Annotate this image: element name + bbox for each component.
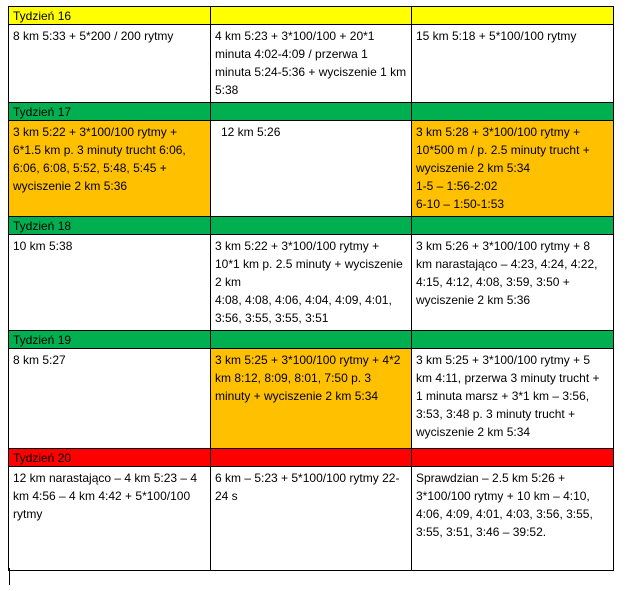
week-header-empty-cell[interactable] [210, 448, 412, 467]
week-header-empty-cell[interactable] [411, 102, 614, 121]
workout-row: 10 km 5:38 3 km 5:22 + 3*100/100 rytmy +… [8, 234, 614, 331]
workout-split-line: 6-10 – 1:50-1:53 [416, 197, 505, 211]
week-header-empty-cell[interactable] [411, 6, 614, 25]
workout-text: 15 km 5:18 + 5*100/100 rytmy [416, 29, 577, 43]
week-header-empty-cell[interactable] [411, 448, 614, 467]
workout-text: 3 km 5:22 + 3*100/100 rytmy + 10*1 km p.… [215, 239, 407, 289]
workout-text: 10 km 5:38 [13, 239, 73, 253]
week-header-row: Tydzień 17 [8, 102, 614, 121]
week-header-row: Tydzień 18 [8, 216, 614, 235]
workout-cell[interactable]: 3 km 5:22 + 3*100/100 rytmy + 10*1 km p.… [210, 234, 412, 331]
workout-cell[interactable]: 8 km 5:33 + 5*200 / 200 rytmy [8, 24, 211, 103]
workout-cell[interactable]: 10 km 5:38 [8, 234, 211, 331]
week-label[interactable]: Tydzień 19 [8, 330, 211, 349]
week-header-row: Tydzień 19 [8, 330, 614, 349]
workout-cell-highlighted[interactable]: 3 km 5:28 + 3*100/100 rytmy + 10*500 m /… [411, 120, 614, 217]
week-header-empty-cell[interactable] [210, 6, 412, 25]
workout-text: 8 km 5:33 + 5*200 / 200 rytmy [13, 29, 174, 43]
workout-text: 3 km 5:26 + 3*100/100 rytmy + 8 km naras… [416, 239, 601, 307]
workout-split-line: 1-5 – 1:56-2:02 [416, 179, 498, 193]
week-header-empty-cell[interactable] [210, 330, 412, 349]
workout-row: 8 km 5:27 3 km 5:25 + 3*100/100 rytmy + … [8, 348, 614, 449]
workout-cell-highlighted[interactable]: 3 km 5:22 + 3*100/100 rytmy + 6*1.5 km p… [8, 120, 211, 217]
workout-cell[interactable]: 6 km – 5:23 + 5*100/100 rytmy 22-24 s [210, 466, 412, 571]
workout-text: 3 km 5:28 + 3*100/100 rytmy + 10*500 m /… [416, 125, 594, 175]
workout-cell[interactable]: 12 km 5:26 [210, 120, 412, 217]
workout-row: 3 km 5:22 + 3*100/100 rytmy + 6*1.5 km p… [8, 120, 614, 217]
week-label[interactable]: Tydzień 17 [8, 102, 211, 121]
workout-text: 3 km 5:25 + 3*100/100 rytmy + 5 km 4:11,… [416, 353, 603, 439]
workout-text: 12 km narastająco – 4 km 5:23 – 4 km 4:5… [13, 471, 201, 521]
workout-text: 4 km 5:23 + 3*100/100 + 20*1 minuta 4:02… [215, 29, 410, 97]
workout-text: 3 km 5:22 + 3*100/100 rytmy + 6*1.5 km p… [13, 125, 190, 193]
workout-cell[interactable]: 8 km 5:27 [8, 348, 211, 449]
workout-text: 6 km – 5:23 + 5*100/100 rytmy 22-24 s [215, 471, 400, 503]
week-header-empty-cell[interactable] [210, 102, 412, 121]
week-header-empty-cell[interactable] [411, 216, 614, 235]
workout-row: 8 km 5:33 + 5*200 / 200 rytmy 4 km 5:23 … [8, 24, 614, 103]
week-header-row: Tydzień 16 [8, 6, 614, 25]
workout-text: 8 km 5:27 [13, 353, 66, 367]
workout-split-line: 4:08, 4:08, 4:06, 4:04, 4:09, 4:01, 3:56… [215, 293, 396, 325]
workout-row: 12 km narastająco – 4 km 5:23 – 4 km 4:5… [8, 466, 614, 571]
week-label[interactable]: Tydzień 16 [8, 6, 211, 25]
workout-cell[interactable]: 12 km narastająco – 4 km 5:23 – 4 km 4:5… [8, 466, 211, 571]
workout-text: Sprawdzian – 2.5 km 5:26 + 3*100/100 ryt… [416, 471, 597, 539]
text-cursor [9, 568, 10, 585]
workout-cell[interactable]: 4 km 5:23 + 3*100/100 + 20*1 minuta 4:02… [210, 24, 412, 103]
week-label[interactable]: Tydzień 18 [8, 216, 211, 235]
workout-cell[interactable]: 3 km 5:26 + 3*100/100 rytmy + 8 km naras… [411, 234, 614, 331]
workout-cell[interactable]: 3 km 5:25 + 3*100/100 rytmy + 5 km 4:11,… [411, 348, 614, 449]
workout-cell-highlighted[interactable]: 3 km 5:25 + 3*100/100 rytmy + 4*2 km 8:1… [210, 348, 412, 449]
workout-text: 12 km 5:26 [221, 125, 281, 139]
week-header-empty-cell[interactable] [411, 330, 614, 349]
workout-cell[interactable]: Sprawdzian – 2.5 km 5:26 + 3*100/100 ryt… [411, 466, 614, 571]
week-label[interactable]: Tydzień 20 [8, 448, 211, 467]
week-header-empty-cell[interactable] [210, 216, 412, 235]
workout-text: 3 km 5:25 + 3*100/100 rytmy + 4*2 km 8:1… [215, 353, 404, 403]
week-header-row: Tydzień 20 [8, 448, 614, 467]
workout-cell[interactable]: 15 km 5:18 + 5*100/100 rytmy [411, 24, 614, 103]
training-plan-table: Tydzień 16 8 km 5:33 + 5*200 / 200 rytmy… [8, 6, 614, 571]
